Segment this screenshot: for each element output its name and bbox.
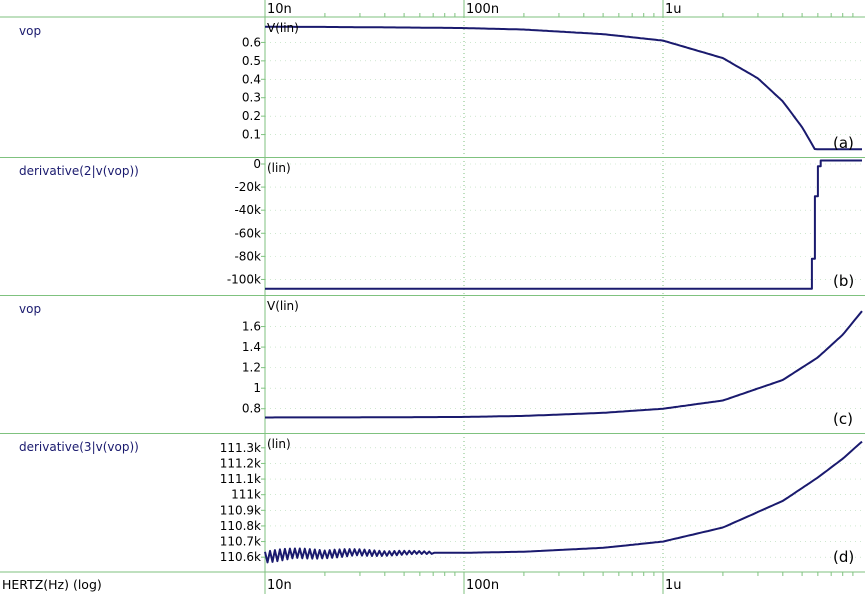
y-tick-label: 110.8k	[220, 519, 261, 533]
panel-tag: (b)	[833, 272, 854, 290]
y-tick-label: -20k	[234, 180, 261, 194]
x-tick-label-top: 1u	[665, 2, 682, 17]
x-tick-label-bottom: 1u	[665, 578, 682, 593]
y-tick-label: 111k	[231, 488, 261, 502]
y-tick-label: 0.3	[242, 91, 261, 105]
signal-label: derivative(3|v(vop))	[19, 440, 139, 454]
x-tick-label-bottom: 100n	[466, 578, 499, 593]
y-tick-label: 110.6k	[220, 550, 261, 564]
y-tick-label: 1.2	[242, 361, 261, 375]
y-tick-label: -80k	[234, 249, 261, 263]
series-trace	[264, 440, 863, 564]
unit-label: V(lin)	[267, 299, 299, 313]
panel-tag: (a)	[833, 134, 854, 152]
y-tick-label: 0.6	[242, 35, 261, 49]
unit-label: (lin)	[267, 161, 291, 175]
panel-tag: (c)	[833, 410, 853, 428]
y-tick-label: 111.3k	[220, 441, 261, 455]
signal-label: vop	[19, 302, 41, 316]
series-trace	[265, 25, 862, 151]
y-tick-label: 111.2k	[220, 456, 261, 470]
y-tick-label: 0.2	[242, 109, 261, 123]
y-tick-label: 0.8	[242, 402, 261, 416]
signal-label: derivative(2|v(vop))	[19, 164, 139, 178]
y-tick-label: 1	[253, 381, 261, 395]
unit-label: V(lin)	[267, 21, 299, 35]
y-tick-label: 110.7k	[220, 535, 261, 549]
unit-label: (lin)	[267, 437, 291, 451]
text-layer: 10n 10n 100n 100n 1u 1u HERTZ(Hz) (log) vop V(li…	[2, 2, 854, 593]
x-tick-label-bottom: 10n	[267, 578, 292, 593]
y-tick-label: 1.6	[242, 320, 261, 334]
y-tick-label: 0	[253, 157, 261, 171]
y-tick-label: 0.4	[242, 72, 261, 86]
y-tick-label: -40k	[234, 203, 261, 217]
y-tick-label: 1.4	[242, 340, 261, 354]
x-axis-label: HERTZ(Hz) (log)	[2, 577, 102, 592]
y-tick-label: 0.5	[242, 54, 261, 68]
series-trace	[265, 310, 863, 419]
series-trace	[265, 159, 862, 290]
y-tick-label: -60k	[234, 226, 261, 240]
x-tick-label-top: 10n	[267, 2, 292, 17]
signal-label: vop	[19, 24, 41, 38]
panel-tag: (d)	[833, 548, 854, 566]
trace-layer	[264, 25, 863, 564]
y-tick-label: 110.9k	[220, 503, 261, 517]
x-tick-label-top: 100n	[466, 2, 499, 17]
y-tick-label: -100k	[227, 272, 261, 286]
y-tick-label: 0.1	[242, 128, 261, 142]
y-tick-label: 111.1k	[220, 472, 261, 486]
